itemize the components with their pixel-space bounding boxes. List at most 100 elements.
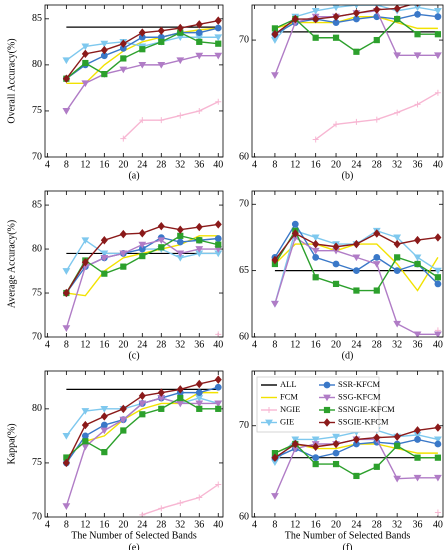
x-tick-label: 28 — [156, 339, 166, 350]
point — [195, 389, 203, 397]
x-tick-label: 8 — [272, 159, 277, 170]
plot-area — [62, 16, 223, 142]
point — [100, 421, 108, 429]
point — [312, 460, 319, 468]
y-tick-label: 70 — [32, 511, 42, 522]
point — [312, 274, 319, 281]
point — [119, 66, 128, 74]
point — [311, 7, 320, 15]
point — [332, 439, 340, 449]
x-tick-label: 12 — [80, 339, 90, 350]
point — [312, 442, 320, 451]
point — [214, 383, 222, 391]
point — [120, 55, 127, 62]
x-tick-label: 24 — [351, 339, 361, 350]
x-tick-label: 12 — [80, 159, 90, 170]
plot-area — [271, 220, 442, 337]
point — [291, 439, 299, 449]
axes-frame — [44, 370, 224, 518]
point — [100, 250, 109, 258]
x-tick-label: 24 — [351, 519, 361, 530]
point — [215, 40, 222, 47]
point — [138, 228, 146, 238]
point — [352, 435, 360, 444]
point — [393, 52, 402, 60]
point — [158, 505, 165, 512]
legend-label: FCM — [280, 391, 298, 401]
point — [215, 98, 222, 105]
x-tick-label: 32 — [392, 339, 402, 350]
point — [100, 427, 109, 435]
y-tick-label: 85 — [32, 13, 42, 24]
point — [81, 408, 90, 415]
point — [373, 229, 381, 238]
point — [138, 391, 146, 401]
point — [352, 239, 360, 249]
point — [139, 46, 146, 53]
point — [413, 474, 422, 482]
point — [100, 45, 108, 55]
x-tick-label: 20 — [331, 339, 341, 350]
point — [215, 241, 222, 248]
point — [138, 241, 147, 249]
point — [434, 280, 442, 288]
point — [81, 258, 89, 267]
point — [352, 254, 361, 262]
point — [413, 254, 422, 262]
series-line — [274, 443, 438, 477]
point — [62, 108, 71, 115]
x-tick-label: 32 — [175, 339, 185, 350]
x-tick-label: 20 — [331, 159, 341, 170]
x-tick-label: 40 — [433, 159, 443, 170]
x-tick-label: 4 — [252, 339, 257, 350]
point — [271, 493, 279, 500]
y-tick-label: 70 — [239, 34, 249, 45]
x-axis-label: The Number of Selected Bands — [285, 530, 411, 541]
x-tick-label: 24 — [137, 159, 147, 170]
point — [100, 236, 108, 245]
point — [373, 433, 381, 442]
point — [434, 13, 442, 21]
point — [120, 135, 127, 142]
x-tick-label: 32 — [392, 159, 402, 170]
point — [176, 238, 184, 246]
caption: (f) — [343, 542, 353, 550]
point — [158, 405, 165, 412]
legend-marker — [265, 419, 273, 427]
point — [353, 287, 360, 294]
point — [139, 252, 146, 260]
point — [393, 320, 402, 328]
y-axis-label: Overall Accuracy(%) — [6, 38, 17, 123]
point — [119, 250, 128, 258]
point — [414, 436, 421, 443]
x-tick-label: 8 — [64, 339, 69, 350]
point — [81, 49, 89, 59]
point — [312, 239, 320, 249]
axes-frame — [44, 4, 224, 158]
x-tick-label: 20 — [118, 159, 128, 170]
point — [393, 5, 401, 13]
point — [414, 454, 421, 461]
point — [177, 499, 184, 506]
point — [332, 34, 340, 41]
point — [353, 118, 360, 125]
y-tick-label: 75 — [32, 457, 42, 468]
point — [332, 242, 340, 251]
point — [138, 61, 147, 69]
point — [196, 405, 203, 412]
point — [291, 436, 300, 444]
x-tick-label: 32 — [175, 159, 185, 170]
legend-label: SSNGIE-KFCM — [338, 404, 395, 414]
point — [413, 52, 422, 60]
point — [177, 394, 184, 402]
point — [271, 300, 279, 308]
point — [195, 246, 204, 253]
point — [353, 48, 360, 55]
legend-marker — [266, 407, 272, 413]
x-tick-label: 28 — [372, 159, 382, 170]
point — [414, 260, 421, 268]
y-tick-label: 70 — [32, 151, 42, 162]
plot-area — [271, 5, 442, 143]
point — [373, 463, 380, 470]
axes-frame — [251, 190, 444, 338]
